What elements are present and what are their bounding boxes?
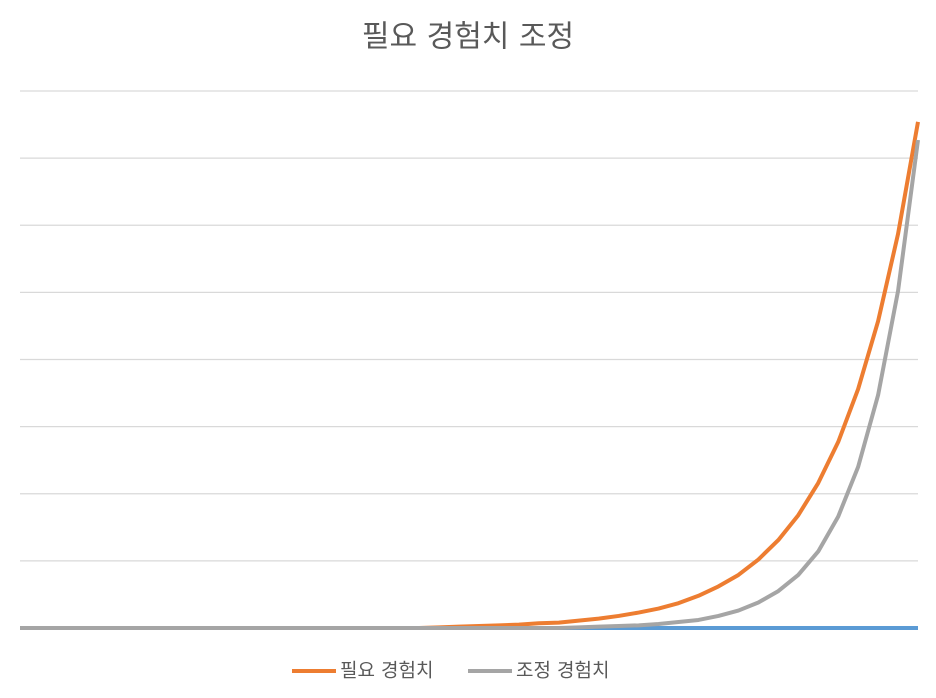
chart-title: 필요 경험치 조정 (362, 20, 574, 55)
series-line (20, 121, 920, 630)
legend-label: 필요 경험치 (340, 660, 433, 682)
legend-label: 조정 경험치 (516, 660, 609, 682)
series-line (20, 139, 920, 630)
